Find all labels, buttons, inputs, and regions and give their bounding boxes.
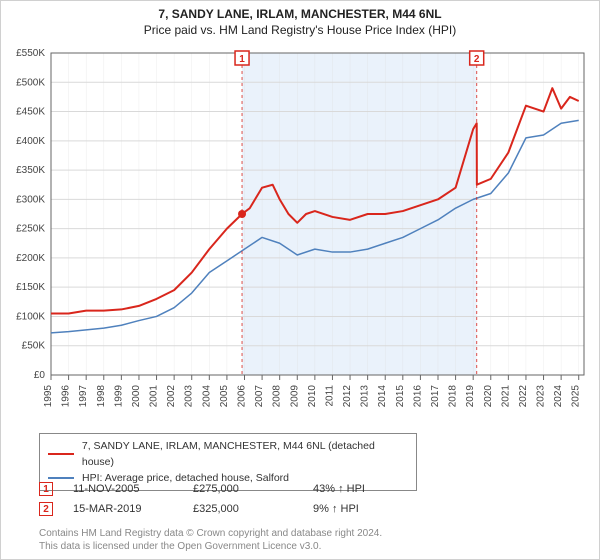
marker-price: £325,000 bbox=[193, 503, 313, 515]
marker-delta: 43% ↑ HPI bbox=[313, 483, 433, 495]
legend-item: 7, SANDY LANE, IRLAM, MANCHESTER, M44 6N… bbox=[48, 438, 408, 470]
svg-text:2024: 2024 bbox=[553, 385, 564, 408]
chart-title: 7, SANDY LANE, IRLAM, MANCHESTER, M44 6N… bbox=[1, 7, 599, 21]
svg-text:1995: 1995 bbox=[43, 385, 54, 408]
svg-text:2001: 2001 bbox=[149, 385, 160, 408]
svg-text:2020: 2020 bbox=[483, 385, 494, 408]
svg-text:2017: 2017 bbox=[430, 385, 441, 408]
svg-text:2014: 2014 bbox=[377, 385, 388, 408]
chart-container: 7, SANDY LANE, IRLAM, MANCHESTER, M44 6N… bbox=[0, 0, 600, 560]
svg-text:2004: 2004 bbox=[201, 385, 212, 408]
chart-area: £0 £50K £100K £150K £200K £250K £300K £350K £400… bbox=[1, 43, 599, 423]
svg-text:£50K: £50K bbox=[22, 341, 46, 352]
legend-swatch bbox=[48, 453, 74, 455]
svg-text:2013: 2013 bbox=[360, 385, 371, 408]
svg-text:2012: 2012 bbox=[342, 385, 353, 408]
svg-text:2002: 2002 bbox=[166, 385, 177, 408]
svg-text:2009: 2009 bbox=[289, 385, 300, 408]
svg-text:2003: 2003 bbox=[184, 385, 195, 408]
svg-text:2018: 2018 bbox=[448, 385, 459, 408]
svg-text:£150K: £150K bbox=[16, 282, 45, 293]
svg-text:2016: 2016 bbox=[412, 385, 423, 408]
svg-text:2000: 2000 bbox=[131, 385, 142, 408]
marker-delta: 9% ↑ HPI bbox=[313, 503, 433, 515]
title-area: 7, SANDY LANE, IRLAM, MANCHESTER, M44 6N… bbox=[1, 1, 599, 37]
marker-date: 11-NOV-2005 bbox=[73, 483, 193, 495]
svg-text:£450K: £450K bbox=[16, 107, 45, 118]
svg-text:£250K: £250K bbox=[16, 224, 45, 235]
svg-text:1997: 1997 bbox=[78, 385, 89, 408]
footer-line-2: This data is licensed under the Open Gov… bbox=[39, 540, 382, 553]
svg-text:2011: 2011 bbox=[324, 385, 335, 407]
line-chart-svg: £0 £50K £100K £150K £200K £250K £300K £350K £400… bbox=[1, 43, 599, 423]
marker-number-box: 1 bbox=[39, 482, 53, 496]
svg-text:2007: 2007 bbox=[254, 385, 265, 408]
marker-date: 15-MAR-2019 bbox=[73, 503, 193, 515]
svg-text:2025: 2025 bbox=[571, 385, 582, 408]
svg-text:1996: 1996 bbox=[61, 385, 72, 408]
svg-text:2022: 2022 bbox=[518, 385, 529, 408]
footer-attribution: Contains HM Land Registry data © Crown c… bbox=[39, 527, 382, 553]
footer-line-1: Contains HM Land Registry data © Crown c… bbox=[39, 527, 382, 540]
svg-text:2015: 2015 bbox=[395, 385, 406, 408]
svg-text:1: 1 bbox=[239, 54, 245, 65]
svg-text:1998: 1998 bbox=[96, 385, 107, 408]
svg-text:2005: 2005 bbox=[219, 385, 230, 408]
svg-text:£0: £0 bbox=[34, 370, 46, 381]
marker-row: 2 15-MAR-2019£325,0009% ↑ HPI bbox=[39, 499, 433, 519]
svg-text:£550K: £550K bbox=[16, 48, 45, 59]
svg-text:£200K: £200K bbox=[16, 253, 45, 264]
svg-text:£100K: £100K bbox=[16, 311, 45, 322]
svg-text:2010: 2010 bbox=[307, 385, 318, 408]
svg-text:2023: 2023 bbox=[536, 385, 547, 408]
svg-text:£500K: £500K bbox=[16, 77, 45, 88]
svg-text:2008: 2008 bbox=[272, 385, 283, 408]
legend-label: 7, SANDY LANE, IRLAM, MANCHESTER, M44 6N… bbox=[82, 438, 408, 470]
marker-number-box: 2 bbox=[39, 502, 53, 516]
chart-subtitle: Price paid vs. HM Land Registry's House … bbox=[1, 23, 599, 37]
svg-text:£400K: £400K bbox=[16, 136, 45, 147]
marker-price: £275,000 bbox=[193, 483, 313, 495]
svg-text:2006: 2006 bbox=[236, 385, 247, 408]
svg-text:2019: 2019 bbox=[465, 385, 476, 408]
svg-text:2: 2 bbox=[474, 54, 480, 65]
svg-text:£300K: £300K bbox=[16, 194, 45, 205]
marker-row: 1 11-NOV-2005£275,00043% ↑ HPI bbox=[39, 479, 433, 499]
svg-text:1999: 1999 bbox=[113, 385, 124, 408]
svg-text:£350K: £350K bbox=[16, 165, 45, 176]
marker-table: 1 11-NOV-2005£275,00043% ↑ HPI 2 15-MAR-201… bbox=[39, 479, 433, 519]
svg-text:2021: 2021 bbox=[500, 385, 511, 408]
